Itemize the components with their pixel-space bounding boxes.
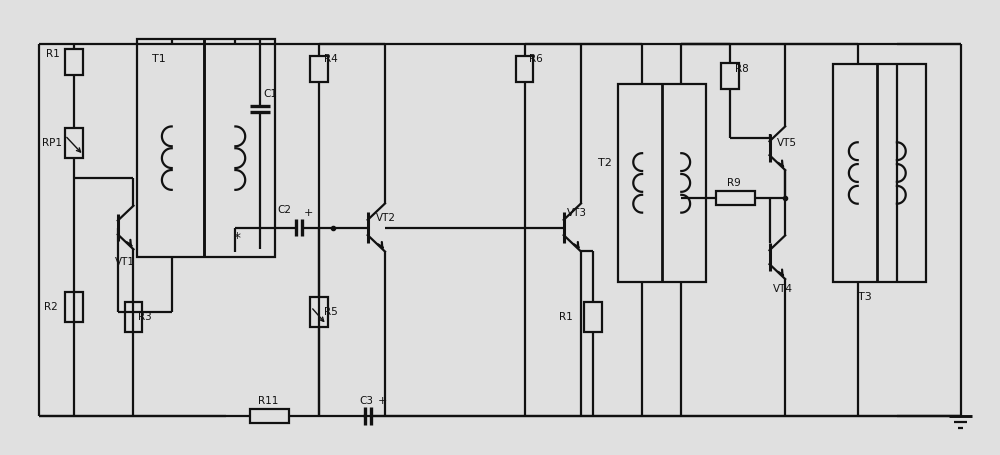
Bar	[137, 39, 275, 257]
Text: R3: R3	[138, 312, 152, 322]
Text: T1: T1	[152, 54, 166, 64]
Bar	[65, 292, 83, 322]
Bar	[125, 302, 142, 332]
Bar	[65, 49, 83, 75]
Text: VT2: VT2	[376, 212, 396, 222]
Text: R8: R8	[735, 64, 749, 74]
Text: R6: R6	[529, 54, 543, 64]
Text: +: +	[304, 207, 313, 217]
Bar	[516, 56, 533, 82]
Text: +: +	[378, 396, 387, 406]
Text: T3: T3	[858, 292, 871, 302]
Text: C2: C2	[278, 205, 292, 215]
Bar	[584, 302, 602, 332]
Bar	[310, 297, 328, 327]
Text: C3: C3	[360, 396, 374, 406]
Bar	[833, 64, 926, 282]
Text: R1: R1	[559, 312, 573, 322]
Text: VT3: VT3	[567, 207, 587, 217]
Text: RP1: RP1	[42, 138, 62, 148]
Text: VT1: VT1	[115, 257, 135, 267]
Bar	[721, 63, 739, 89]
Text: R2: R2	[44, 302, 58, 312]
Text: R1: R1	[46, 49, 60, 59]
Bar	[65, 128, 83, 158]
Text: VT5: VT5	[777, 138, 797, 148]
Text: VT4: VT4	[772, 284, 792, 294]
Text: R5: R5	[324, 307, 337, 317]
Text: *: *	[233, 231, 240, 245]
Bar	[250, 409, 289, 423]
Bar	[310, 56, 328, 82]
Text: C1: C1	[264, 89, 278, 99]
Text: R11: R11	[258, 396, 278, 406]
Text: T2: T2	[598, 158, 612, 168]
Text: R4: R4	[324, 54, 337, 64]
Bar	[716, 191, 755, 205]
Text: R9: R9	[727, 178, 741, 188]
Bar	[618, 84, 706, 282]
